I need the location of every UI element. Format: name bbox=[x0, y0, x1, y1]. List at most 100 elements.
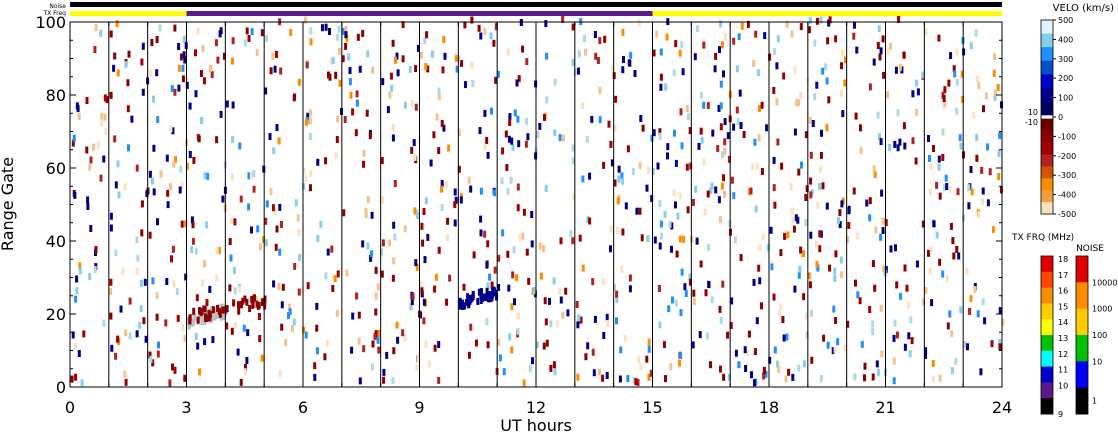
data-point bbox=[955, 48, 959, 56]
data-point bbox=[930, 299, 934, 307]
data-point bbox=[143, 278, 147, 286]
data-point bbox=[932, 220, 936, 228]
data-point bbox=[602, 332, 606, 339]
data-point bbox=[342, 209, 346, 217]
data-point bbox=[772, 86, 776, 94]
data-point bbox=[818, 245, 822, 253]
txfreq-tick-label: 18 bbox=[1058, 255, 1068, 264]
data-point bbox=[805, 185, 809, 193]
data-point bbox=[685, 105, 689, 112]
data-point bbox=[552, 277, 556, 285]
data-point bbox=[104, 127, 108, 135]
data-point bbox=[793, 128, 797, 136]
data-point bbox=[728, 373, 731, 381]
data-point bbox=[735, 106, 739, 114]
data-point bbox=[510, 137, 514, 145]
data-point bbox=[277, 137, 281, 145]
data-point bbox=[351, 312, 355, 320]
data-point bbox=[437, 147, 441, 155]
data-point bbox=[824, 63, 828, 71]
data-point bbox=[768, 53, 772, 61]
data-point bbox=[776, 35, 780, 43]
data-point bbox=[952, 252, 956, 260]
data-point bbox=[668, 220, 672, 228]
data-point bbox=[391, 124, 395, 132]
velocity-tick-label: -400 bbox=[1058, 191, 1076, 200]
feature-point bbox=[192, 307, 196, 315]
data-point bbox=[770, 263, 774, 271]
data-point bbox=[730, 176, 734, 184]
data-point bbox=[931, 360, 935, 367]
noise-tick-label: 1000 bbox=[1092, 305, 1112, 314]
data-point bbox=[291, 325, 294, 333]
data-point bbox=[140, 200, 144, 208]
data-point bbox=[475, 339, 478, 347]
data-point bbox=[672, 189, 676, 197]
data-point bbox=[719, 123, 723, 131]
data-point bbox=[713, 65, 717, 73]
data-point bbox=[319, 220, 323, 228]
data-point bbox=[647, 166, 650, 174]
data-point bbox=[152, 188, 156, 196]
data-point bbox=[876, 42, 880, 49]
data-point bbox=[780, 162, 784, 170]
data-point bbox=[130, 115, 134, 123]
data-point bbox=[906, 301, 910, 309]
txfreq-tick-label: 11 bbox=[1058, 366, 1068, 375]
data-point bbox=[441, 66, 445, 74]
data-point bbox=[809, 231, 813, 239]
data-point bbox=[139, 305, 143, 313]
txfreq-bar-segment bbox=[652, 11, 1002, 16]
data-point bbox=[413, 153, 417, 161]
data-point bbox=[525, 248, 529, 256]
noise-swatch bbox=[1076, 308, 1088, 336]
data-point bbox=[508, 119, 512, 126]
noise-swatch bbox=[1076, 361, 1088, 389]
data-point bbox=[847, 205, 851, 213]
data-point bbox=[74, 295, 78, 303]
data-point bbox=[800, 161, 803, 169]
data-point bbox=[128, 297, 132, 305]
data-point bbox=[732, 123, 736, 131]
data-point bbox=[688, 278, 692, 286]
data-point bbox=[148, 170, 152, 178]
data-point bbox=[549, 320, 553, 328]
data-point bbox=[302, 167, 306, 175]
data-point bbox=[408, 66, 412, 73]
data-point bbox=[808, 16, 812, 24]
data-point bbox=[545, 52, 549, 60]
data-point bbox=[593, 31, 597, 38]
txfreq-tick-label: 12 bbox=[1058, 350, 1068, 359]
data-point bbox=[457, 165, 461, 173]
data-point bbox=[430, 50, 434, 58]
data-point bbox=[216, 56, 220, 64]
y-tick-label: 100 bbox=[35, 13, 66, 32]
data-point bbox=[653, 236, 657, 244]
data-point bbox=[579, 316, 583, 324]
data-point bbox=[758, 277, 762, 285]
data-point bbox=[479, 187, 483, 195]
data-point bbox=[355, 292, 359, 300]
data-point bbox=[588, 217, 592, 225]
data-point bbox=[94, 246, 98, 253]
data-point bbox=[124, 378, 128, 386]
velocity-swatch bbox=[1041, 130, 1053, 144]
data-point bbox=[935, 231, 939, 239]
data-point bbox=[376, 336, 380, 344]
data-point bbox=[496, 70, 500, 78]
noise-scale-title: NOISE bbox=[1076, 244, 1104, 254]
data-point bbox=[819, 230, 823, 238]
data-point bbox=[797, 364, 801, 372]
data-point bbox=[455, 65, 459, 73]
data-point bbox=[264, 239, 268, 247]
data-point bbox=[893, 319, 897, 327]
data-point bbox=[645, 355, 649, 363]
data-point bbox=[650, 195, 654, 202]
data-point bbox=[280, 301, 284, 309]
data-point bbox=[236, 348, 240, 356]
data-point bbox=[156, 116, 160, 123]
data-point bbox=[609, 245, 612, 253]
data-point bbox=[177, 84, 181, 92]
data-point bbox=[670, 296, 674, 304]
feature-point bbox=[222, 312, 226, 320]
